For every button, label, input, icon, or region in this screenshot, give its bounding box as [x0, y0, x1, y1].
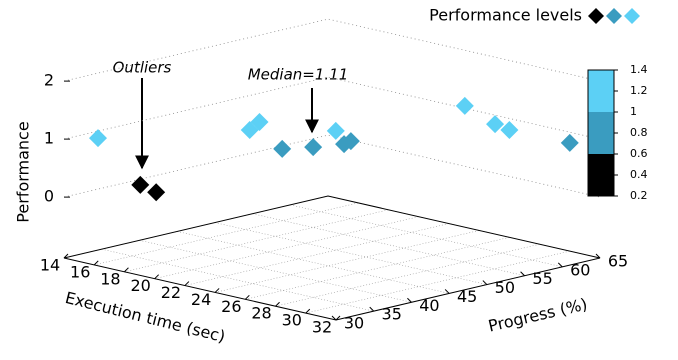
x-tick-label: 30	[282, 311, 302, 330]
x-tick	[244, 294, 250, 300]
floor-grid-line	[177, 231, 450, 294]
point	[500, 120, 519, 139]
colorbar-segment	[588, 70, 614, 112]
z-tick-label: 0	[44, 187, 54, 206]
floor-grid-line	[252, 213, 525, 277]
y-tick	[520, 271, 525, 277]
point	[486, 115, 505, 134]
colorbar-segment	[588, 154, 614, 196]
point	[341, 132, 360, 151]
point	[131, 175, 150, 194]
floor-grid-line	[184, 223, 449, 286]
x-tick-label: 14	[40, 256, 60, 275]
x-tick-label: 28	[251, 304, 271, 323]
z-tick-label: 1	[44, 129, 54, 148]
floor-grid-line	[214, 222, 487, 285]
x-tick	[93, 260, 99, 266]
legend-marker	[606, 8, 622, 24]
legend-marker	[588, 8, 604, 24]
x-tick-label: 32	[312, 318, 332, 337]
x-tick	[124, 267, 129, 273]
z-axis-label: Performance	[14, 121, 33, 222]
x-tick-label: 26	[221, 297, 241, 316]
y-tick	[407, 297, 412, 303]
legend-title: Performance levels	[429, 6, 582, 25]
x-tick	[184, 281, 190, 286]
x-tick	[154, 274, 160, 280]
annotation: Outliers	[113, 59, 172, 77]
y-tick	[482, 280, 488, 285]
y-tick	[331, 315, 337, 321]
y-tick	[557, 262, 563, 268]
point	[250, 113, 269, 132]
x-tick	[63, 253, 69, 259]
floor-grid-line	[290, 204, 563, 268]
point	[88, 129, 107, 148]
floor-grid-line	[94, 202, 359, 266]
floor-grid-line	[215, 230, 480, 293]
colorbar-tick-label: 0.2	[630, 189, 648, 202]
colorbar-tick-label: 1	[630, 105, 637, 118]
floor-grid-line	[124, 209, 389, 273]
floor-grid-line	[154, 216, 419, 279]
x-tick-label: 20	[130, 276, 150, 295]
y-tick	[444, 289, 450, 294]
point	[455, 96, 474, 115]
x-tick-label: 16	[70, 262, 90, 281]
floor-grid-line	[305, 250, 570, 314]
legend-marker	[624, 8, 640, 24]
y-tick-label: 65	[608, 252, 628, 271]
y-tick	[595, 253, 601, 259]
colorbar-tick-label: 1.2	[630, 84, 648, 97]
y-tick-label: 60	[570, 260, 590, 279]
point	[147, 183, 166, 202]
x-tick	[305, 308, 311, 314]
colorbar-tick-label: 1.4	[630, 63, 648, 76]
colorbar-tick-label: 0.6	[630, 147, 648, 160]
z-tick-label: 2	[44, 71, 54, 90]
point	[304, 138, 323, 157]
x-tick	[214, 288, 220, 293]
point	[326, 121, 345, 140]
point	[560, 133, 579, 152]
colorbar-tick-label: 0.4	[630, 168, 648, 181]
annotation: Median=1.11	[248, 66, 349, 84]
y-tick	[369, 306, 375, 312]
y-axis-label: Progress (%)	[486, 294, 589, 335]
x-tick-label: 22	[161, 283, 181, 302]
x-tick	[275, 301, 280, 307]
y-tick-label: 35	[382, 305, 402, 324]
x-tick	[335, 315, 341, 321]
floor-grid-line	[275, 243, 540, 307]
y-tick-label: 55	[532, 269, 552, 288]
y-tick-label: 45	[457, 287, 477, 306]
y-tick-label: 30	[344, 314, 364, 333]
y-tick-label: 50	[495, 278, 515, 297]
floor-grid-line	[245, 237, 510, 300]
colorbar-segment	[588, 112, 614, 154]
point	[273, 139, 292, 158]
colorbar-tick-label: 0.8	[630, 126, 648, 139]
x-tick-label: 18	[100, 269, 120, 288]
y-tick-label: 40	[419, 296, 439, 315]
x-tick-label: 24	[191, 290, 211, 309]
